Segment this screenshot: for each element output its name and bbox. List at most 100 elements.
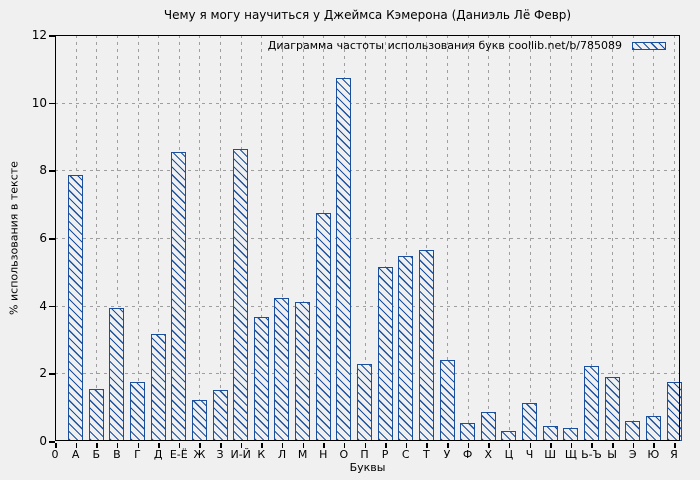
bar [480,412,496,441]
x-tick-label: Х [484,448,493,461]
x-tick-mark [612,442,614,448]
bar [583,366,599,441]
x-tick-mark [302,442,305,448]
bar [336,77,352,441]
y-tick-mark [49,35,55,37]
x-tick-mark [96,442,98,448]
bar [542,425,558,441]
x-tick-mark [570,442,573,448]
bar [130,382,146,441]
x-tick-mark [343,442,346,448]
y-tick-label: 2 [39,366,47,381]
x-tick-mark [426,442,428,448]
x-tick-label: Ю [647,448,660,461]
x-tick-label: К [257,448,266,461]
x-tick-label: Б [92,448,101,461]
gridline-vertical [550,35,552,441]
bar [501,430,517,441]
x-tick-mark [508,442,511,448]
x-tick-mark [323,442,325,448]
x-tick-mark [674,442,676,448]
x-tick-label: Г [134,448,141,461]
x-tick-mark [529,442,532,448]
gridline-horizontal [55,102,680,104]
x-tick-mark [405,442,408,448]
bar [666,382,682,441]
x-tick-mark [591,442,593,448]
x-tick-label: С [401,448,410,461]
x-tick-mark [55,442,57,448]
x-tick-mark [488,442,490,448]
gridline-vertical [199,35,201,441]
x-tick-label: 0 [51,448,59,461]
x-tick-label: Д [153,448,163,461]
x-tick-label: Щ [564,448,577,461]
gridline-vertical [467,35,469,441]
x-tick-label: Ь-Ъ [581,448,602,461]
gridline-vertical [281,35,283,441]
y-tick-mark [49,441,55,443]
bar [439,360,455,441]
x-tick-mark [158,442,160,448]
y-tick-label: 0 [39,434,47,448]
bar [418,250,434,441]
gridline-vertical [158,35,160,441]
bar [625,421,641,441]
gridline-vertical [116,35,118,441]
gridline-vertical [529,35,531,441]
gridline-vertical [426,35,428,441]
legend-label: Диаграмма частоты использования букв coo… [267,39,622,52]
x-tick-label: Е-Ё [169,448,188,461]
bar [295,302,311,441]
x-tick-label: Э [628,448,637,461]
x-tick-mark [261,442,263,448]
x-tick-label: Ы [607,448,617,461]
x-tick-label: Т [423,448,430,461]
x-tick-mark [364,442,366,448]
legend: Диаграмма частоты использования букв coo… [268,39,666,52]
x-tick-label: Ш [544,448,557,461]
bar [522,403,538,441]
x-tick-label: П [360,448,369,461]
x-tick-label: Ф [462,448,473,461]
x-axis-label: Буквы [349,461,386,474]
gridline-vertical [632,35,634,441]
x-tick-label: Я [670,448,678,461]
gridline-horizontal [55,238,680,239]
gridline-vertical [508,35,510,441]
x-tick-label: И-Й [230,448,251,461]
bar [645,416,661,441]
bar [150,334,166,441]
x-tick-label: А [71,448,80,461]
x-tick-label: О [339,448,349,461]
gridline-vertical [302,35,304,441]
y-tick-mark [49,373,55,375]
x-tick-mark [199,442,201,448]
y-tick-label: 10 [31,95,47,110]
gridline-vertical [261,35,263,441]
gridline-vertical [220,35,222,441]
x-tick-mark [447,442,449,448]
y-tick-label: 4 [39,298,47,313]
bar [233,149,249,441]
bar [253,317,269,441]
x-tick-mark [385,442,387,448]
gridline-vertical [364,35,366,441]
x-tick-label: З [216,448,224,461]
bar [88,388,104,441]
y-tick-mark [49,102,55,105]
gridline-vertical [653,35,655,441]
x-tick-mark [240,442,243,448]
bar [274,297,290,441]
x-tick-label: Ж [193,448,206,461]
y-tick-mark [49,238,55,240]
x-tick-mark [550,442,552,448]
x-tick-mark [137,442,140,448]
x-tick-mark [632,442,635,448]
x-tick-mark [281,442,284,448]
x-tick-label: Ч [525,448,534,461]
x-tick-mark [220,442,222,448]
gridline-vertical [488,35,490,441]
bar [212,389,228,441]
